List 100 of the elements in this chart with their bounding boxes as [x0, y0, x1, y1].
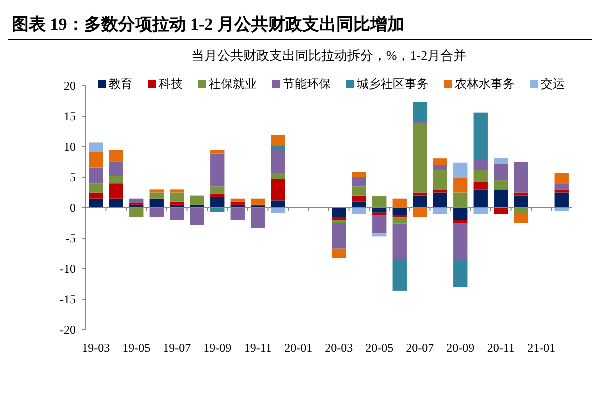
bar [150, 192, 164, 199]
y-tick-label: -20 [60, 323, 76, 338]
legend-label: 科技 [159, 77, 183, 91]
x-tick-label: 19-07 [163, 341, 192, 355]
bar [271, 173, 286, 180]
y-tick-label: 15 [64, 110, 76, 124]
bar [554, 184, 569, 190]
x-tick-label: 19-11 [244, 341, 272, 355]
x-tick-label: 20-03 [325, 341, 354, 355]
bar [130, 208, 144, 218]
bar [352, 178, 366, 187]
legend-label: 教育 [109, 77, 133, 91]
bar [190, 196, 204, 205]
bar [454, 192, 468, 208]
bar [210, 208, 225, 212]
chart-title: 图表 19：多数分项拉动 1-2 月公共财政支出同比增加 [12, 15, 404, 34]
bar [210, 194, 225, 198]
bar [514, 192, 528, 196]
bar [554, 190, 569, 193]
bar [332, 248, 346, 258]
legend-label: 社保就业 [209, 77, 257, 91]
legend-label: 农林水事务 [455, 77, 515, 91]
bar [89, 184, 104, 193]
bar [514, 214, 528, 224]
bar [271, 146, 286, 150]
x-tick-label: 20-05 [366, 341, 394, 355]
bar [89, 192, 104, 199]
bar [494, 164, 508, 181]
bar [150, 208, 164, 218]
bar [170, 208, 184, 220]
bar [474, 190, 488, 208]
y-tick-label: -10 [60, 262, 76, 276]
bar [413, 196, 428, 208]
bar [372, 208, 387, 213]
legend-label: 交运 [541, 77, 565, 91]
bar [494, 190, 508, 208]
bar [372, 212, 387, 216]
bar [170, 202, 184, 205]
bar [352, 186, 366, 196]
bar [352, 172, 366, 178]
bar [109, 176, 124, 184]
bar [332, 220, 346, 224]
x-tick-label: 20-01 [284, 341, 313, 355]
bar [392, 224, 407, 260]
bar [454, 223, 468, 260]
bar [454, 178, 468, 193]
bar [170, 190, 184, 193]
bar [150, 190, 164, 193]
bar [413, 123, 428, 193]
bar [89, 198, 104, 208]
bar [251, 208, 266, 228]
bar [130, 198, 144, 204]
bar [433, 158, 448, 166]
bar [392, 208, 407, 216]
bar [210, 154, 225, 187]
y-tick-label: -5 [66, 232, 76, 246]
bar [89, 152, 104, 168]
bar [332, 217, 346, 220]
bar [372, 196, 387, 208]
chart-subtitle: 当月公共财政支出同比拉动拆分，%，1-2月合并 [191, 48, 467, 63]
bar [474, 182, 488, 190]
bar [271, 200, 286, 208]
y-tick-label: 0 [70, 201, 76, 216]
bar [332, 223, 346, 249]
bar [372, 234, 387, 237]
bar [210, 186, 225, 194]
x-tick-label: 19-03 [82, 341, 110, 355]
x-tick-label: 20-07 [406, 341, 434, 355]
legend-label: 城乡社区事务 [356, 77, 429, 91]
legend-label: 节能环保 [283, 77, 331, 91]
bar [210, 197, 225, 208]
bar [433, 190, 448, 193]
bar [109, 198, 124, 208]
bar [413, 208, 428, 218]
bar [433, 192, 448, 208]
bar [271, 150, 286, 174]
x-tick-label: 20-11 [487, 341, 515, 355]
bar [109, 150, 124, 162]
x-tick-label: 20-09 [446, 341, 475, 355]
bar [413, 102, 428, 122]
bar [433, 165, 448, 170]
bar [251, 198, 266, 205]
bar [392, 218, 407, 224]
bar [474, 160, 488, 170]
bar [454, 260, 468, 288]
bar [392, 259, 407, 291]
bar [392, 198, 407, 208]
bar [190, 208, 204, 226]
bar [494, 158, 508, 164]
bar [332, 208, 346, 218]
bar [230, 208, 245, 220]
bar [89, 168, 104, 184]
x-tick-label: 21-01 [528, 341, 556, 355]
y-tick-label: 10 [64, 140, 76, 154]
x-tick-label: 19-09 [204, 341, 232, 355]
bar [372, 215, 387, 234]
bar [150, 198, 164, 208]
bar [352, 196, 366, 202]
bar [454, 220, 468, 224]
bar [474, 112, 488, 160]
